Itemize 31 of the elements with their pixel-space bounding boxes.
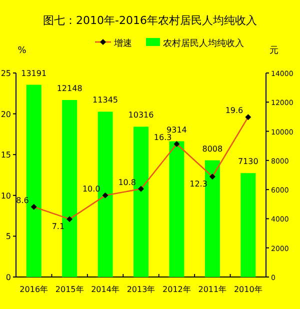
y-axis-title: % <box>18 46 27 56</box>
y-tick-label: 25 <box>0 69 11 78</box>
y2-axis-title: 元 <box>270 45 278 56</box>
y-tick-label: 10 <box>0 191 11 200</box>
x-tick-label: 2013年 <box>126 285 156 294</box>
y-tick-label: 15 <box>0 150 11 160</box>
y-tick-label: 5 <box>6 232 11 242</box>
data-label: 11345 <box>92 96 118 105</box>
x-tick-label: 2012年 <box>162 285 191 294</box>
data-label: 8008 <box>202 144 223 154</box>
data-label: 9314 <box>166 125 187 134</box>
data-label: 12148 <box>56 84 82 93</box>
legend-label: 增速 <box>113 38 132 49</box>
bar <box>169 141 184 277</box>
data-label: 16.3 <box>154 132 172 142</box>
x-tick-label: 2016年 <box>20 285 48 294</box>
x-tick-label: 2010年 <box>234 285 262 294</box>
bar <box>62 100 78 277</box>
x-tick-label: 2015年 <box>55 285 84 294</box>
data-label: 7130 <box>238 157 258 166</box>
legend-label: 农村居民人均纯收入 <box>163 38 244 49</box>
y-tick-label: 20 <box>0 110 11 119</box>
data-label: 13191 <box>21 68 47 78</box>
bar <box>134 126 148 277</box>
x-tick-label: 2014年 <box>91 285 120 294</box>
chart-title: 图七：2010年-2016年农村居民人均纯收入 <box>43 14 257 27</box>
y-tick-label: 0 <box>6 273 11 282</box>
data-label: 19.6 <box>225 106 244 116</box>
x-tick-label: 2011年 <box>198 285 227 294</box>
data-label: 10316 <box>128 110 154 120</box>
bar <box>240 173 256 277</box>
